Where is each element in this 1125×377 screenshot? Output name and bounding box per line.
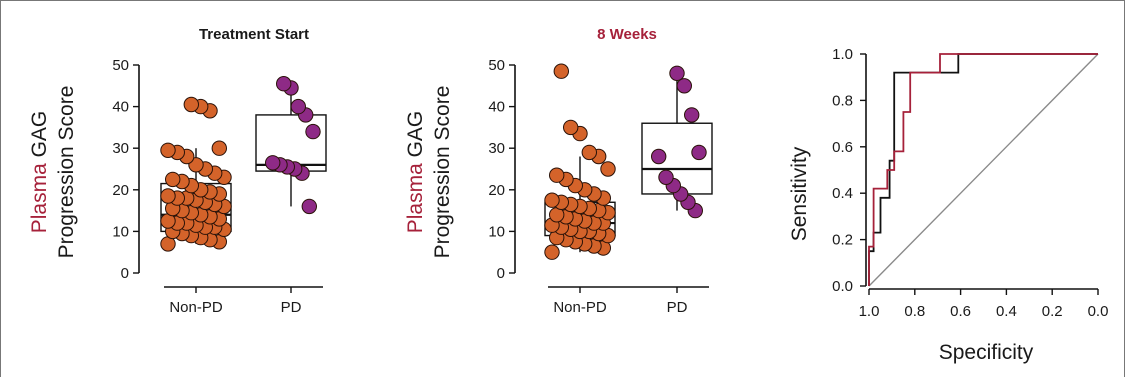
panel-2-ytick-label: 50 — [488, 57, 505, 74]
panel-1-axes — [138, 65, 323, 288]
panel-1-ylabel-gag: GAG — [28, 111, 51, 164]
panel-1-ylabel-plasma: Plasma — [28, 163, 51, 233]
panel-2-pd-point — [669, 65, 685, 82]
panel-1-xtick-label: PD — [281, 299, 302, 316]
panel-3-axes — [865, 54, 1098, 290]
panel-1-ticks: 0 10 20 30 40 50 Non-PD PD — [112, 57, 301, 316]
panel-2-pd-point — [651, 148, 667, 165]
panel-1-nonpd-point — [183, 96, 200, 113]
panel-2-nonpd-point — [581, 144, 597, 161]
panel-3-roc-red — [868, 53, 1098, 286]
panel-2-nonpd-point — [544, 244, 560, 260]
panel-1-pd-point — [276, 76, 292, 92]
panel-2-ticks: 0 10 20 30 40 50 Non-PD PD — [488, 57, 687, 316]
panel-3-chance-diagonal — [868, 53, 1099, 287]
panel-1-pd-point — [305, 123, 321, 140]
panel-3-xtick-label: 1.0 — [859, 303, 880, 320]
panel-2-ytick-label: 10 — [488, 223, 505, 240]
panel-1-title: Treatment Start — [199, 26, 309, 43]
panel-2-ylabel-line1: Plasma GAG — [404, 111, 427, 234]
panel-2-nonpd-point — [553, 63, 569, 79]
panel-2-xtick-label: Non-PD — [553, 299, 607, 316]
panel-2-title: 8 Weeks — [597, 26, 657, 43]
panel-3-ticks: 0.0 0.2 0.4 0.6 0.8 1.0 1.0 0.8 0.6 0.4 0.2 0.0 — [832, 46, 1108, 320]
panel-3-ytick-label: 0.6 — [832, 139, 853, 156]
panel-2-axes — [514, 65, 709, 288]
panel-1-ytick-label: 20 — [112, 182, 129, 199]
panel-3-lines — [868, 53, 1099, 287]
panel-1-nonpd-point — [160, 188, 176, 204]
panel-1-nonpd-point — [160, 142, 176, 159]
panel-3-xtick-label: 0.2 — [1042, 303, 1063, 320]
panel-3-xtick-label: 0.6 — [950, 303, 971, 320]
panel-1-ytick-label: 30 — [112, 140, 129, 157]
panel-3-ytick-label: 0.8 — [832, 92, 853, 109]
panel-1-pd-point — [301, 198, 317, 215]
panel-3-roc-black — [868, 53, 1098, 286]
panel-2-pd-point — [658, 169, 674, 186]
panel-treatment-start: Treatment Start Plasma GAG Progression S… — [28, 26, 327, 316]
panel-1-xtick-label: Non-PD — [169, 299, 223, 316]
panel-3-ytick-label: 0.2 — [832, 232, 853, 249]
panel-3-ytick-label: 0.4 — [832, 185, 853, 202]
panel-2-nonpd-point — [600, 161, 616, 177]
panel-1-pd-point — [290, 98, 306, 115]
panel-2-nonpd-point — [544, 192, 560, 208]
panel-2-ylabel-plasma: Plasma — [404, 163, 427, 233]
panel-2-pd-point — [691, 144, 707, 161]
panel-2-ytick-label: 20 — [488, 182, 505, 199]
panel-1-pd-point — [265, 155, 281, 171]
panel-3-xtick-label: 0.4 — [996, 303, 1017, 320]
panel-3-xtick-label: 0.0 — [1088, 303, 1109, 320]
panel-3-ytick-label: 0.0 — [832, 278, 853, 295]
panel-2-pd-point — [676, 78, 692, 94]
panel-1-nonpd-point — [165, 171, 181, 188]
panel-2-nonpd-point — [549, 167, 565, 183]
panel-1-ytick-label: 10 — [112, 223, 129, 240]
panel-1-ytick-label: 0 — [121, 265, 129, 282]
panel-2-ytick-label: 0 — [497, 265, 505, 282]
panel-roc: Sensitivity Specificity 0.0 0.2 0.4 0.6 0.8 1… — [788, 46, 1108, 364]
panel-1-points — [160, 76, 321, 252]
panel-2-ytick-label: 30 — [488, 140, 505, 157]
panel-2-pd-point — [684, 107, 700, 123]
panel-2-xtick-label: PD — [667, 299, 688, 316]
panel-2-ytick-label: 40 — [488, 99, 505, 116]
panel-1-ytick-label: 50 — [112, 57, 129, 74]
panel-1-ylabel-line1: Plasma GAG — [28, 111, 51, 234]
panel-8-weeks: 8 Weeks Plasma GAG Progression Score 0 10… — [404, 26, 713, 316]
panel-1-ytick-label: 40 — [112, 99, 129, 116]
panel-1-ylabel-line2: Progression Score — [55, 86, 78, 259]
panel-2-nonpd-point — [563, 119, 579, 136]
panel-3-ylabel: Sensitivity — [788, 146, 811, 241]
panel-3-xtick-label: 0.8 — [904, 303, 925, 320]
panel-3-ytick-label: 1.0 — [832, 46, 853, 63]
panel-2-ylabel-gag: GAG — [404, 111, 427, 164]
panel-2-points — [544, 63, 707, 260]
panel-2-ylabel-line2: Progression Score — [431, 86, 454, 259]
panel-1-nonpd-point — [211, 140, 228, 156]
panel-3-xlabel: Specificity — [939, 341, 1034, 364]
